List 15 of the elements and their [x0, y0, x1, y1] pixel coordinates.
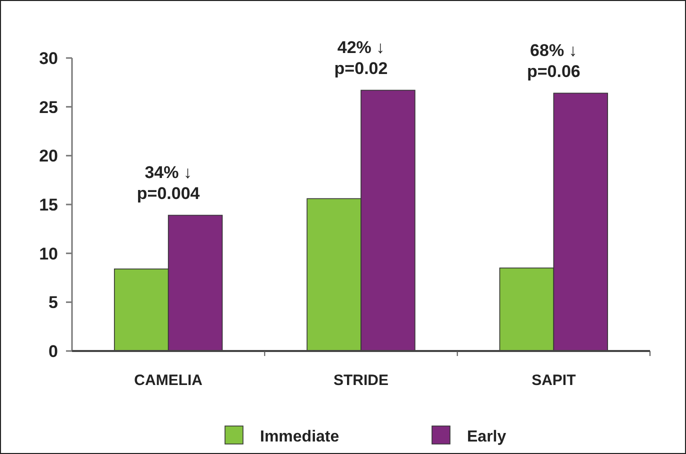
y-tick-label: 30 [39, 48, 58, 68]
annotation: 42% ↓ p=0.02 [334, 38, 388, 78]
y-tick-label: 15 [39, 195, 58, 214]
legend-label: Early [467, 428, 506, 446]
x-tick-label: SAPIT [532, 372, 576, 389]
annotation: 68% ↓ p=0.06 [526, 41, 580, 82]
annotation: 34% ↓ p=0.004 [136, 163, 200, 204]
y-tick-label: 0 [48, 342, 58, 361]
x-tick-label: CAMELIA [134, 372, 203, 389]
x-tick-label: STRIDE [333, 372, 389, 389]
y-tick-label: 5 [48, 293, 58, 312]
y-tick-label: 25 [39, 98, 58, 117]
y-tick-label: 10 [39, 244, 58, 264]
legend-label: Immediate [260, 428, 340, 446]
y-tick-label: 20 [39, 146, 58, 166]
